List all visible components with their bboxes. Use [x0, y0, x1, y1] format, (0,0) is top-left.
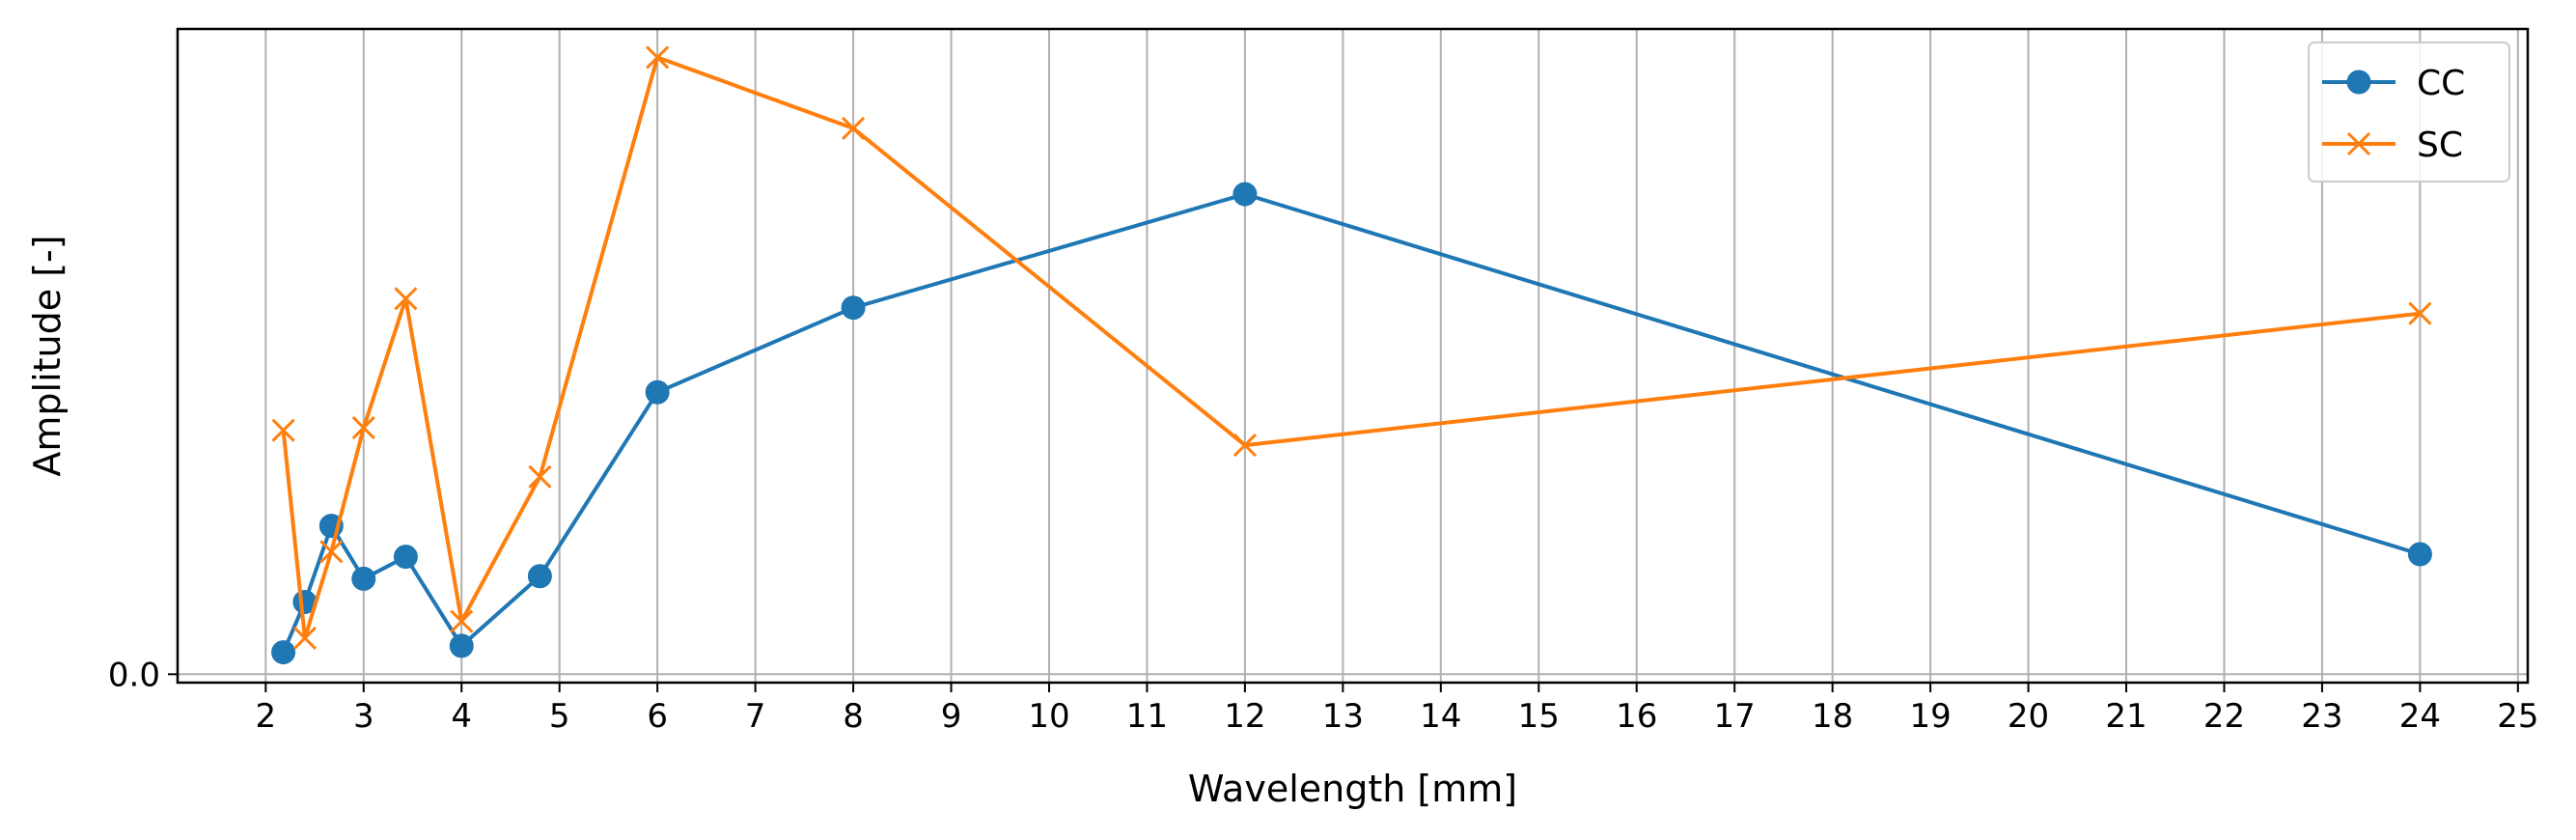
x-tick-label: 16 [1616, 697, 1657, 736]
x-tick-label: 23 [2301, 697, 2342, 736]
x-tick-label: 3 [353, 697, 374, 736]
data-point-cc [351, 566, 376, 591]
x-tick-label: 10 [1028, 697, 1069, 736]
x-tick-label: 5 [549, 697, 570, 736]
data-point-sc [394, 287, 418, 311]
data-point-cc [645, 379, 670, 405]
legend-box [2308, 42, 2510, 182]
data-point-cc [2407, 542, 2432, 567]
x-axis-label: Wavelength [mm] [1188, 768, 1517, 810]
legend-item-sc: SC [2322, 126, 2463, 165]
data-point-sc [1233, 434, 1257, 458]
x-tick-label: 9 [941, 697, 962, 736]
x-tick-label: 17 [1714, 697, 1756, 736]
plot-frame [176, 27, 2530, 685]
data-point-sc [528, 464, 552, 489]
legend-marker-sc [2346, 131, 2371, 156]
y-axis-ticks: 0.0 [108, 656, 178, 694]
x-tick-label: 25 [2497, 697, 2538, 736]
x-tick-label: 8 [843, 697, 864, 736]
legend: CC SC [2308, 42, 2510, 182]
series-line-sc [281, 55, 2421, 640]
x-tick-label: 4 [451, 697, 472, 736]
data-point-cc [841, 295, 866, 321]
data-point-sc [319, 540, 344, 564]
y-tick-label: 0.0 [108, 656, 160, 694]
x-tick-label: 22 [2203, 697, 2245, 736]
legend-label: SC [2417, 126, 2463, 165]
x-tick-label: 7 [745, 697, 766, 736]
x-tick-label: 6 [647, 697, 668, 736]
x-tick-label: 24 [2399, 697, 2441, 736]
y-axis-label: Amplitude [-] [26, 235, 69, 476]
series-layer [271, 45, 2432, 665]
data-point-sc [351, 415, 375, 440]
x-tick-label: 18 [1812, 697, 1853, 736]
series-cc [271, 182, 2432, 665]
series-sc [271, 45, 2432, 650]
series-line-cc [281, 192, 2421, 654]
x-tick-label: 2 [255, 697, 276, 736]
legend-marker-cc [2346, 70, 2371, 95]
data-point-cc [1233, 182, 1258, 207]
legend-label: CC [2417, 64, 2465, 103]
x-tick-label: 21 [2105, 697, 2147, 736]
x-tick-label: 14 [1420, 697, 1461, 736]
x-tick-label: 20 [2008, 697, 2049, 736]
x-axis-ticks: 2 3 4 5 6 7 8 9 10 11 12 13 14 15 16 17 18 19 20 21 22 23 24 25 [255, 683, 2538, 736]
data-point-cc [393, 545, 418, 570]
x-tick-label: 12 [1224, 697, 1265, 736]
grid-lines [264, 29, 2519, 683]
data-point-sc [292, 626, 317, 650]
x-tick-label: 13 [1322, 697, 1364, 736]
data-point-cc [271, 640, 296, 665]
x-tick-label: 11 [1126, 697, 1168, 736]
data-point-sc [2408, 301, 2432, 325]
data-point-cc [527, 564, 552, 589]
data-point-cc [449, 633, 474, 658]
data-point-sc [646, 45, 670, 70]
x-tick-label: 19 [1909, 697, 1951, 736]
data-point-sc [842, 116, 866, 140]
x-tick-label: 15 [1518, 697, 1560, 736]
data-point-sc [271, 418, 295, 442]
legend-item-cc: CC [2322, 64, 2465, 103]
data-point-sc [450, 609, 474, 633]
